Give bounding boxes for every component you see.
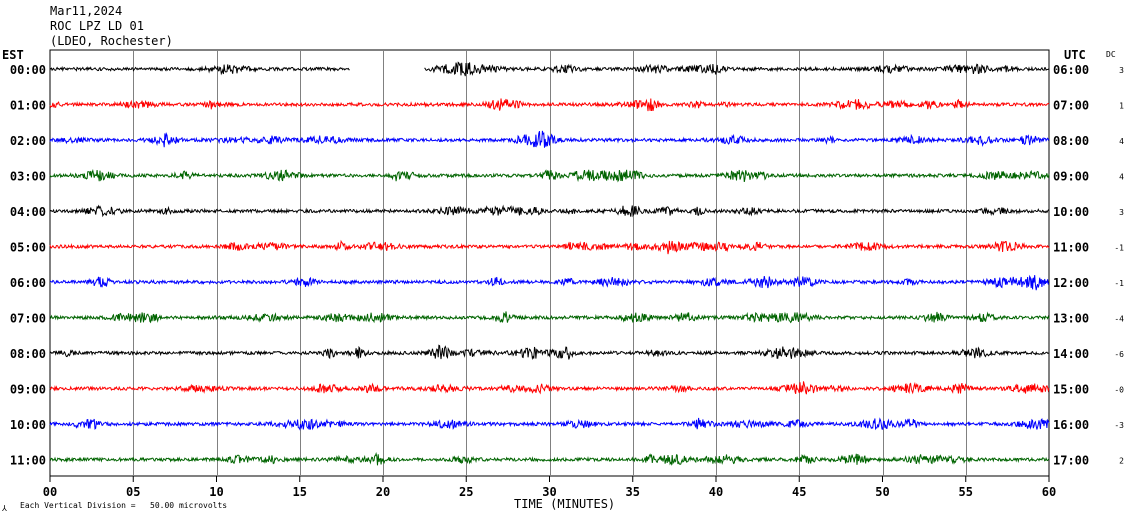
dc-offset-value: -0 xyxy=(1114,386,1124,395)
plot-frame xyxy=(49,49,1050,477)
utc-row-label: 14:00 xyxy=(1053,347,1089,361)
utc-row-label: 13:00 xyxy=(1053,312,1089,326)
est-row-label: 00:00 xyxy=(10,63,46,77)
trace-0300 xyxy=(49,168,1050,183)
trace-0600 xyxy=(49,274,1050,291)
utc-row-label: 12:00 xyxy=(1053,276,1089,290)
x-tick-label: 10 xyxy=(209,485,223,499)
x-tick-label: 35 xyxy=(626,485,640,499)
trace-group xyxy=(49,61,1050,467)
trace-1000 xyxy=(49,417,1050,431)
est-row-label: 11:00 xyxy=(10,454,46,468)
est-row-label: 03:00 xyxy=(10,170,46,184)
dc-offset-value: -4 xyxy=(1114,315,1124,324)
dc-column-header: DC xyxy=(1106,50,1116,59)
x-tick-label: 60 xyxy=(1042,485,1056,499)
x-tick-label: 05 xyxy=(126,485,140,499)
est-row-label: 08:00 xyxy=(10,347,46,361)
est-row-label: 04:00 xyxy=(10,205,46,219)
dc-offset-value: 2 xyxy=(1119,457,1124,466)
utc-row-label: 17:00 xyxy=(1053,454,1089,468)
dc-offset-value: 1 xyxy=(1119,102,1124,111)
est-row-label: 09:00 xyxy=(10,383,46,397)
utc-row-label: 10:00 xyxy=(1053,205,1089,219)
x-tick-label: 40 xyxy=(709,485,723,499)
x-axis-label: TIME (MINUTES) xyxy=(514,497,616,511)
scale-note: Each Vertical Division = 50.00 microvolt… xyxy=(20,501,228,510)
utc-row-label: 15:00 xyxy=(1053,383,1089,397)
x-tick-label: 15 xyxy=(293,485,307,499)
dc-offset-value: -1 xyxy=(1114,244,1124,253)
est-row-label: 10:00 xyxy=(10,418,46,432)
x-tick-label: 45 xyxy=(792,485,806,499)
trace-0500 xyxy=(49,239,1050,255)
est-row-label: 07:00 xyxy=(10,312,46,326)
x-tick-label: 00 xyxy=(43,485,57,499)
est-row-label: 06:00 xyxy=(10,276,46,290)
est-row-label: 02:00 xyxy=(10,134,46,148)
plot-date: Mar11,2024 xyxy=(50,4,123,18)
utc-row-label: 06:00 xyxy=(1053,63,1089,77)
x-tick-label: 25 xyxy=(459,485,473,499)
x-tick-label: 30 xyxy=(542,485,556,499)
x-axis: 00 05 10 15 20 25 30 35 40 45 50 55 60 xyxy=(43,476,1056,499)
station-name: ROC LPZ LD 01 xyxy=(50,19,144,33)
trace-0700 xyxy=(50,311,1050,324)
trace-0900 xyxy=(49,381,1050,395)
trace-1100 xyxy=(49,451,1050,467)
dc-offset-value: 4 xyxy=(1119,173,1124,182)
dc-offset-value: 4 xyxy=(1119,137,1124,146)
trace-0200 xyxy=(49,130,1050,148)
dc-offset-value: -3 xyxy=(1114,421,1124,430)
x-tick-label: 55 xyxy=(959,485,973,499)
dc-offset-value: 3 xyxy=(1119,66,1124,75)
utc-row-label: 08:00 xyxy=(1053,134,1089,148)
time-grid xyxy=(49,49,1050,477)
trace-0000 xyxy=(49,61,1050,77)
est-row-label: 01:00 xyxy=(10,99,46,113)
est-row-label: 05:00 xyxy=(10,241,46,255)
dc-offset-value: -6 xyxy=(1114,350,1124,359)
network-name: (LDEO, Rochester) xyxy=(50,34,173,48)
trace-0800 xyxy=(49,344,1050,361)
dc-offset-value: -1 xyxy=(1114,279,1124,288)
x-tick-label: 50 xyxy=(875,485,889,499)
utc-row-label: 11:00 xyxy=(1053,241,1089,255)
trace-0400 xyxy=(49,204,1050,218)
trace-0100 xyxy=(49,98,1050,112)
utc-row-label: 07:00 xyxy=(1053,99,1089,113)
utc-row-label: 16:00 xyxy=(1053,418,1089,432)
utc-zone-label: UTC xyxy=(1064,48,1086,62)
row-labels: 00:00 06:00 3 01:00 07:00 1 02:00 08:00 4 03:00 09… xyxy=(10,63,1124,468)
utc-row-label: 09:00 xyxy=(1053,170,1089,184)
dc-offset-value: 3 xyxy=(1119,208,1124,217)
x-tick-label: 20 xyxy=(376,485,390,499)
est-zone-label: EST xyxy=(2,48,24,62)
corner-mark: ⅄ xyxy=(2,504,7,513)
